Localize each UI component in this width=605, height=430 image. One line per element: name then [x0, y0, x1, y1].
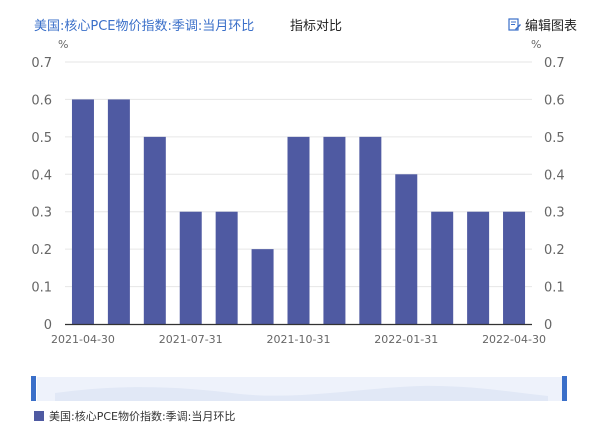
bar: [179, 211, 202, 324]
y-tick-label-right: 0: [544, 318, 552, 333]
bar: [431, 211, 454, 324]
y-tick-label-left: 0.5: [31, 131, 52, 146]
y-unit-left: %: [58, 38, 69, 51]
x-tick-label: 2022-04-30: [482, 333, 546, 346]
x-tick-label: 2021-07-31: [159, 333, 223, 346]
x-tick-label: 2022-01-31: [374, 333, 438, 346]
y-tick-label-right: 0.7: [544, 56, 565, 71]
navigator-handle-left: [31, 376, 36, 401]
y-tick-label-left: 0: [44, 318, 52, 333]
y-tick-label-right: 0.5: [544, 131, 565, 146]
x-tick-label: 2021-10-31: [267, 333, 331, 346]
x-tick-label: 2021-04-30: [51, 333, 115, 346]
y-unit-right: %: [531, 38, 542, 51]
y-tick-label-right: 0.3: [544, 206, 565, 221]
edit-chart-label: 编辑图表: [525, 19, 578, 34]
bar: [503, 211, 526, 324]
bar: [251, 249, 274, 324]
bar: [143, 136, 166, 324]
bar: [359, 136, 382, 324]
navigator-handle-right: [562, 376, 567, 401]
y-tick-label-right: 0.4: [544, 168, 565, 183]
y-tick-label-left: 0.1: [31, 281, 52, 296]
bar: [395, 174, 418, 324]
bar: [467, 211, 490, 324]
bar-chart: 0 0 0.1 0.1 0.2 0.2 0.3 0.3 0.4 0.4 0.5 0.5 0.6 0.6 0.…: [31, 56, 567, 401]
y-tick-label-right: 0.2: [544, 243, 565, 258]
bar: [107, 99, 130, 324]
bar: [287, 136, 310, 324]
y-tick-label-left: 0.3: [31, 206, 52, 221]
bar: [323, 136, 346, 324]
navigator-preview: [55, 385, 548, 401]
legend: 美国:核心PCE物价指数:季调:当月环比: [34, 408, 235, 424]
bar: [215, 211, 238, 324]
tab-indicator[interactable]: 美国:核心PCE物价指数:季调:当月环比: [34, 19, 255, 34]
bar: [71, 99, 94, 324]
y-tick-label-right: 0.1: [544, 281, 565, 296]
legend-swatch: [34, 411, 44, 421]
tab-compare[interactable]: 指标对比: [290, 19, 343, 34]
y-tick-label-left: 0.4: [31, 168, 52, 183]
y-tick-label-left: 0.6: [31, 93, 52, 108]
y-tick-label-right: 0.6: [544, 93, 565, 108]
y-tick-label-left: 0.2: [31, 243, 52, 258]
legend-label: 美国:核心PCE物价指数:季调:当月环比: [49, 410, 236, 423]
edit-chart-icon: [508, 18, 521, 31]
y-tick-label-left: 0.7: [31, 56, 52, 71]
edit-chart-button[interactable]: 编辑图表: [508, 15, 577, 34]
